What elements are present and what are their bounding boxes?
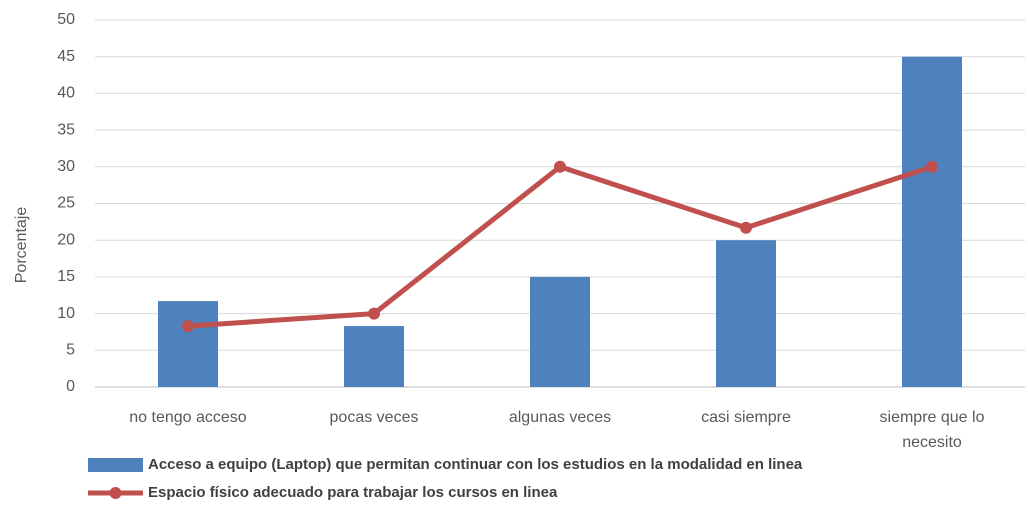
y-tick-label: 0 (66, 378, 75, 395)
x-tick-label: pocas veces (330, 409, 419, 426)
x-tick-label: no tengo acceso (129, 409, 247, 426)
y-tick-label: 20 (57, 231, 75, 248)
line-marker (554, 160, 566, 173)
y-tick-label: 10 (57, 305, 75, 322)
x-tick-label: algunas veces (509, 409, 611, 426)
bar (902, 56, 962, 387)
y-tick-label: 30 (57, 158, 75, 175)
bar (344, 326, 404, 387)
line-marker (182, 320, 194, 333)
legend-swatch-marker (109, 487, 122, 499)
line-marker (740, 221, 752, 234)
bar (530, 276, 590, 387)
x-tick-label: siempre que lo necesito (880, 409, 985, 451)
legend-label: Espacio físico adecuado para trabajar lo… (148, 484, 558, 501)
y-axis-label: Porcentaje (13, 207, 30, 284)
line-marker (368, 307, 380, 320)
y-tick-label: 5 (66, 342, 75, 359)
line-marker (926, 160, 938, 173)
y-tick-label: 35 (57, 121, 75, 138)
legend-label: Acceso a equipo (Laptop) que permitan co… (148, 456, 803, 473)
legend-swatch (88, 458, 143, 472)
bar (716, 240, 776, 387)
y-tick-label: 15 (57, 268, 75, 285)
y-tick-label: 40 (57, 85, 75, 102)
x-tick-label: casi siempre (701, 409, 791, 426)
bar (158, 301, 218, 387)
y-tick-label: 45 (57, 48, 75, 65)
y-tick-label: 25 (57, 195, 75, 212)
y-tick-label: 50 (57, 11, 75, 28)
